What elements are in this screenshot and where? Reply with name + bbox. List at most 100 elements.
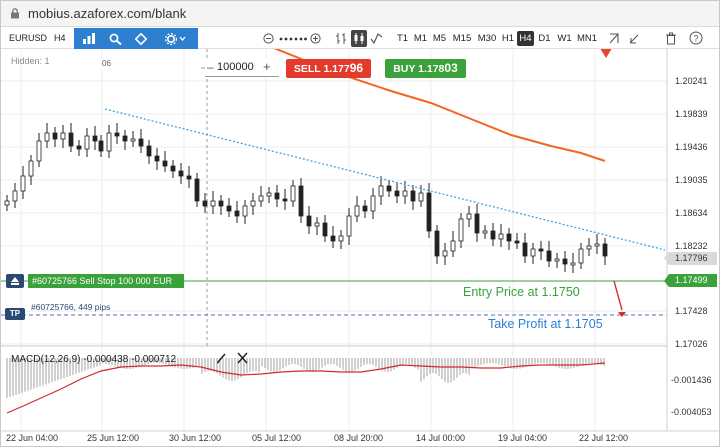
timeframe-h4[interactable]: H4 <box>517 31 534 46</box>
candle-body <box>210 200 216 207</box>
candles-button[interactable] <box>351 30 367 47</box>
url-text[interactable]: mobius.azaforex.com/blank <box>28 6 187 21</box>
candle-body <box>578 248 584 264</box>
candle-body <box>130 138 136 142</box>
settings-button[interactable] <box>156 30 196 47</box>
candle-body <box>346 215 352 237</box>
candle-body <box>394 190 400 197</box>
help-icon[interactable]: ? <box>689 31 703 45</box>
symbol-label[interactable]: EURUSD <box>9 33 48 43</box>
price-axis-label: 1.19436 <box>675 142 708 152</box>
candle-body <box>170 165 176 172</box>
candle-body <box>498 233 504 240</box>
order-price-tag: 1.17499 <box>675 275 708 285</box>
candle-body <box>226 205 232 212</box>
candle-body <box>466 213 472 220</box>
price-chart[interactable] <box>1 49 719 447</box>
timeframe-h1[interactable]: H1 <box>501 33 515 44</box>
candle-body <box>52 132 58 140</box>
timeframe-m1[interactable]: M1 <box>413 33 428 44</box>
volume-value[interactable]: 100000 <box>217 61 254 73</box>
trend-line[interactable] <box>104 108 666 251</box>
zoom-in-icon[interactable] <box>310 33 321 44</box>
timeframe-w1[interactable]: W1 <box>557 33 572 44</box>
timeframe-mn1[interactable]: MN1 <box>576 33 598 44</box>
close-icon[interactable] <box>237 352 248 364</box>
chart-toolbar: EURUSD H4 T1 M1 M5 M15 M30 H1 H4 D1 W1 <box>1 28 719 49</box>
timeframe-t1[interactable]: T1 <box>396 33 409 44</box>
candle-body <box>4 200 10 206</box>
candle-body <box>362 205 368 212</box>
candle-body <box>28 160 34 177</box>
bar-type-icon[interactable] <box>335 32 347 45</box>
candle-body <box>514 240 520 244</box>
candle-body <box>506 233 512 242</box>
candle-body <box>442 250 448 257</box>
line-icon[interactable] <box>370 32 383 45</box>
candle-body <box>234 210 240 217</box>
time-axis-label: 05 Jul 12:00 <box>252 433 302 443</box>
zoom-out-icon[interactable] <box>263 33 274 44</box>
drawing-button[interactable] <box>129 30 153 47</box>
sell-button[interactable]: SELL 1.17796 <box>286 59 371 78</box>
candle-body <box>314 222 320 227</box>
candle-body <box>586 245 592 250</box>
candle-body <box>482 230 488 234</box>
period-label[interactable]: H4 <box>54 33 66 43</box>
buy-button[interactable]: BUY 1.17803 <box>385 59 466 78</box>
tp-tag[interactable]: TP <box>5 308 25 320</box>
candle-body <box>538 248 544 252</box>
browser-address-bar: mobius.azaforex.com/blank <box>1 1 719 27</box>
candle-body <box>490 230 496 240</box>
timeframe-m15[interactable]: M15 <box>452 33 472 44</box>
order-drag-handle[interactable] <box>6 274 24 288</box>
candle-body <box>68 132 74 147</box>
price-axis-label: 1.19035 <box>675 175 708 185</box>
price-axis-label: 1.17026 <box>675 339 708 349</box>
indicators-button[interactable] <box>103 30 127 47</box>
pending-order-label[interactable]: #60725766 Sell Stop 100 000 EUR <box>28 274 184 288</box>
candle-body <box>298 185 304 217</box>
sell-price-pips: 96 <box>349 61 364 75</box>
volume-increase-icon[interactable]: + <box>263 59 271 74</box>
volume-input[interactable]: – 100000 + <box>205 59 279 77</box>
hidden-objects-label[interactable]: Hidden: 1 <box>11 56 50 66</box>
candle-body <box>20 175 26 192</box>
macd-indicator-label[interactable]: MACD(12,26,9) -0.000438 -0.000712 <box>11 354 177 365</box>
candle-body <box>92 135 98 142</box>
collapse-icon[interactable] <box>628 32 640 45</box>
candle-body <box>146 145 152 157</box>
take-profit-annotation: Take Profit at 1.1705 <box>488 317 603 331</box>
candle-body <box>106 132 112 152</box>
timeframe-m5[interactable]: M5 <box>432 33 447 44</box>
bar-chart-button[interactable] <box>77 30 101 47</box>
timeframe-m30[interactable]: M30 <box>477 33 497 44</box>
candle-body <box>274 192 280 200</box>
candle-body <box>458 218 464 242</box>
candle-body <box>370 195 376 212</box>
sell-marker-triangle <box>600 49 612 58</box>
candle-body <box>338 235 344 242</box>
price-axis-label: 1.18634 <box>675 208 708 218</box>
candle-body <box>554 258 560 262</box>
trash-icon[interactable] <box>665 32 677 45</box>
candle-body <box>322 222 328 237</box>
tp-info: #60725766, 449 pips <box>31 302 111 312</box>
time-axis-label: 19 Jul 04:00 <box>498 433 548 443</box>
time-axis-label: 22 Jul 12:00 <box>579 433 629 443</box>
volume-decrease-icon[interactable]: – <box>207 60 214 74</box>
time-axis-label: 22 Jun 04:00 <box>6 433 59 443</box>
candle-body <box>570 262 576 266</box>
pencil-icon[interactable] <box>216 352 227 364</box>
timeframe-d1[interactable]: D1 <box>538 33 551 44</box>
candle-body <box>194 178 200 202</box>
current-price-tag-bg <box>664 252 717 265</box>
candle-body <box>154 155 160 162</box>
zoom-slider[interactable] <box>279 37 307 41</box>
candle-body <box>402 190 408 197</box>
refresh-icon[interactable] <box>608 32 620 45</box>
candle-body <box>450 240 456 252</box>
price-axis-label: 1.19839 <box>675 109 708 119</box>
candle-body <box>602 243 608 257</box>
